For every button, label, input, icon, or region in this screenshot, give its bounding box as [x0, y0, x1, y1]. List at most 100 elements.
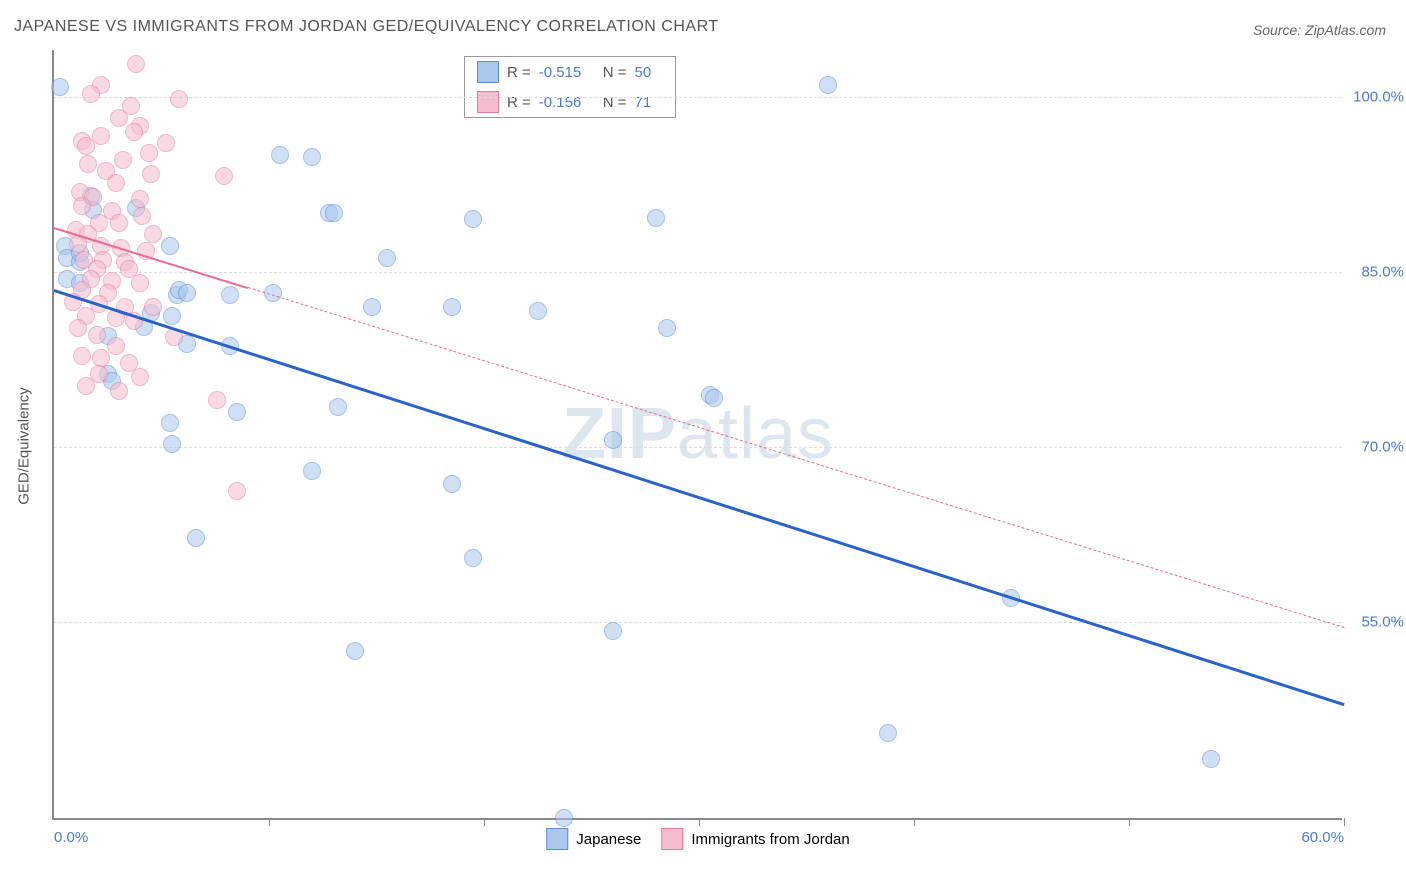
scatter-point — [228, 403, 246, 421]
scatter-point — [303, 148, 321, 166]
scatter-point — [51, 78, 69, 96]
scatter-point — [178, 284, 196, 302]
gridline-horizontal — [54, 272, 1342, 273]
trend-line — [247, 287, 1344, 628]
legend-item: Immigrants from Jordan — [661, 828, 849, 850]
legend-swatch — [477, 91, 499, 113]
legend-swatch — [477, 61, 499, 83]
legend-row: R =-0.156N =71 — [465, 87, 675, 117]
x-tick — [1129, 818, 1130, 826]
scatter-point — [157, 134, 175, 152]
gridline-horizontal — [54, 447, 1342, 448]
scatter-point — [346, 642, 364, 660]
y-tick-label: 85.0% — [1361, 263, 1404, 280]
scatter-point — [163, 435, 181, 453]
scatter-point — [647, 209, 665, 227]
x-tick-label: 60.0% — [1301, 829, 1344, 846]
scatter-point — [604, 622, 622, 640]
scatter-point — [110, 382, 128, 400]
scatter-point — [464, 549, 482, 567]
legend-n-value: 50 — [635, 64, 663, 81]
scatter-point — [77, 377, 95, 395]
legend-label: Japanese — [576, 831, 641, 848]
scatter-point — [187, 529, 205, 547]
y-tick-label: 55.0% — [1361, 613, 1404, 630]
scatter-point — [325, 204, 343, 222]
scatter-point — [131, 190, 149, 208]
correlation-stats-legend: R = -0.515 N = 50 R =-0.156N =71 — [464, 56, 676, 118]
legend-item: Japanese — [546, 828, 641, 850]
scatter-point — [228, 482, 246, 500]
scatter-point — [555, 809, 573, 827]
trend-line — [54, 289, 1345, 706]
scatter-point — [378, 249, 396, 267]
scatter-point — [464, 210, 482, 228]
legend-r-value: -0.515 — [539, 64, 595, 81]
scatter-point — [133, 207, 151, 225]
watermark: ZIPatlas — [562, 393, 834, 475]
scatter-point — [107, 174, 125, 192]
x-tick — [699, 818, 700, 826]
scatter-point — [658, 319, 676, 337]
scatter-point — [303, 462, 321, 480]
scatter-point — [443, 298, 461, 316]
scatter-point — [131, 274, 149, 292]
scatter-point — [363, 298, 381, 316]
scatter-point — [215, 167, 233, 185]
scatter-point — [131, 368, 149, 386]
scatter-point — [221, 286, 239, 304]
scatter-point — [140, 144, 158, 162]
scatter-point — [82, 85, 100, 103]
x-tick — [1344, 818, 1345, 826]
scatter-point — [142, 165, 160, 183]
scatter-point — [77, 137, 95, 155]
scatter-point — [92, 349, 110, 367]
scatter-point — [144, 225, 162, 243]
scatter-point — [73, 197, 91, 215]
scatter-point — [163, 307, 181, 325]
gridline-horizontal — [54, 622, 1342, 623]
scatter-point — [705, 389, 723, 407]
chart-container: JAPANESE VS IMMIGRANTS FROM JORDAN GED/E… — [0, 0, 1406, 892]
x-tick — [484, 818, 485, 826]
scatter-point — [110, 109, 128, 127]
scatter-point — [114, 151, 132, 169]
scatter-point — [879, 724, 897, 742]
scatter-point — [110, 214, 128, 232]
y-axis-label: GED/Equivalency — [16, 387, 33, 505]
legend-label: Immigrants from Jordan — [691, 831, 849, 848]
y-tick-label: 70.0% — [1361, 438, 1404, 455]
y-tick-label: 100.0% — [1353, 88, 1404, 105]
scatter-point — [329, 398, 347, 416]
x-tick — [269, 818, 270, 826]
source-attribution: Source: ZipAtlas.com — [1253, 22, 1386, 38]
scatter-point — [69, 319, 87, 337]
scatter-point — [1202, 750, 1220, 768]
legend-row: R = -0.515 N = 50 — [465, 57, 675, 87]
scatter-point — [161, 237, 179, 255]
scatter-point — [73, 347, 91, 365]
scatter-point — [208, 391, 226, 409]
x-tick-label: 0.0% — [54, 829, 88, 846]
scatter-point — [107, 337, 125, 355]
scatter-point — [79, 155, 97, 173]
scatter-point — [125, 123, 143, 141]
scatter-point — [271, 146, 289, 164]
legend-n-label: N = — [603, 64, 627, 81]
legend-swatch — [661, 828, 683, 850]
legend-swatch — [546, 828, 568, 850]
scatter-point — [604, 431, 622, 449]
x-tick — [914, 818, 915, 826]
plot-area: ZIPatlas R =-0.515N =50R =-0.156N =71 Ja… — [52, 50, 1342, 820]
scatter-point — [144, 298, 162, 316]
series-legend: Japanese Immigrants from Jordan — [546, 828, 849, 850]
scatter-point — [529, 302, 547, 320]
scatter-point — [170, 90, 188, 108]
scatter-point — [161, 414, 179, 432]
gridline-horizontal — [54, 97, 1342, 98]
chart-title: JAPANESE VS IMMIGRANTS FROM JORDAN GED/E… — [14, 18, 719, 36]
legend-r-label: R = — [507, 64, 531, 81]
scatter-point — [88, 326, 106, 344]
scatter-point — [127, 55, 145, 73]
scatter-point — [443, 475, 461, 493]
